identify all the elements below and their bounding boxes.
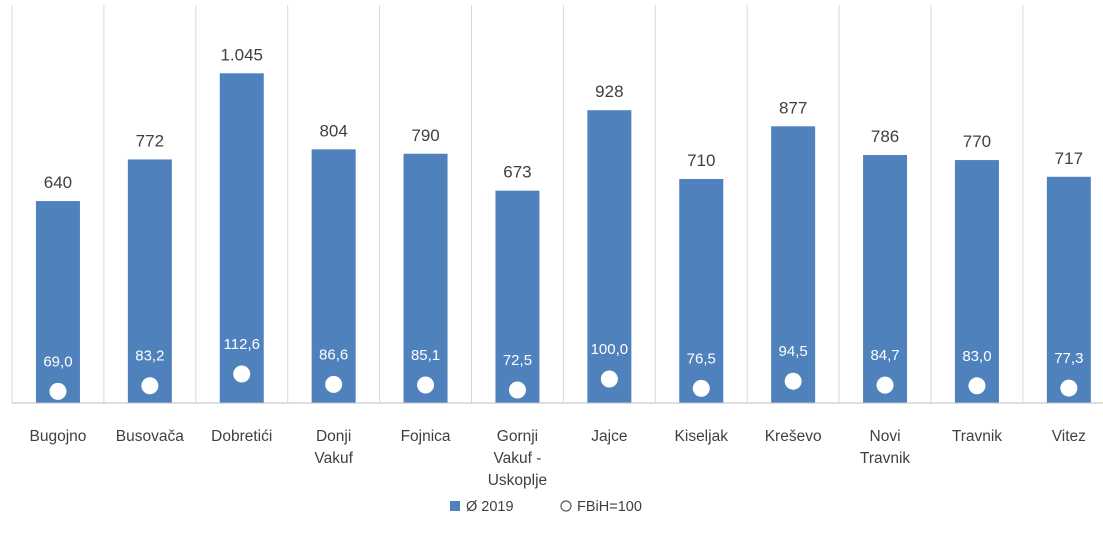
legend-swatch-marker xyxy=(560,500,572,512)
category-label: Fojnica xyxy=(401,428,451,445)
bar-value-label: 804 xyxy=(319,121,347,140)
index-marker xyxy=(1060,379,1078,397)
category-label: Jajce xyxy=(591,428,627,445)
index-marker xyxy=(325,375,343,393)
bar xyxy=(587,110,632,403)
bar-value-label: 786 xyxy=(871,127,899,146)
category-labels: Bugojno Busovača Dobretići Donji Vakuf Fojnic… xyxy=(30,428,1086,489)
bar-value-label: 673 xyxy=(503,163,531,182)
index-marker xyxy=(692,379,710,397)
index-value-label: 83,0 xyxy=(962,348,991,365)
index-value-label: 76,5 xyxy=(687,350,716,367)
index-value-label: 94,5 xyxy=(779,343,808,360)
bar-value-label: 770 xyxy=(963,132,991,151)
category-label: Donji Vakuf xyxy=(314,428,353,467)
index-value-label: 85,1 xyxy=(411,347,440,364)
bar-value-label: 710 xyxy=(687,151,715,170)
bar xyxy=(219,73,264,404)
index-value-label: 83,2 xyxy=(135,348,164,365)
bar-value-label: 717 xyxy=(1055,149,1083,168)
grid-lines xyxy=(11,5,1024,403)
category-label: Kreševo xyxy=(765,428,822,445)
index-marker xyxy=(968,377,986,395)
bar-value-label: 640 xyxy=(44,173,72,192)
bar xyxy=(863,155,908,403)
bars xyxy=(35,73,1091,404)
category-label: Bugojno xyxy=(30,428,87,445)
index-value-label: 100,0 xyxy=(591,341,629,358)
category-label: Travnik xyxy=(952,428,1002,445)
index-value-label: 84,7 xyxy=(870,347,899,364)
bar xyxy=(1046,176,1091,403)
bar-value-label: 790 xyxy=(411,126,439,145)
index-marker xyxy=(508,381,526,399)
bar xyxy=(495,190,540,403)
category-label: Vitez xyxy=(1052,428,1086,445)
index-value-label: 86,6 xyxy=(319,346,348,363)
bar xyxy=(679,178,724,403)
legend-label-marker: FBiH=100 xyxy=(577,499,642,515)
category-label: Kiseljak xyxy=(675,428,729,445)
index-value-label: 77,3 xyxy=(1054,350,1083,367)
index-marker xyxy=(233,365,251,383)
bar xyxy=(771,126,816,403)
legend: Ø 2019 FBiH=100 xyxy=(450,499,642,515)
index-value-label: 112,6 xyxy=(224,336,260,353)
bar xyxy=(311,149,356,403)
index-marker xyxy=(141,377,159,395)
index-marker xyxy=(49,382,67,400)
bar xyxy=(954,160,999,403)
index-marker xyxy=(417,376,435,394)
bar-value-label: 1.045 xyxy=(220,45,263,64)
legend-label-bar: Ø 2019 xyxy=(466,499,514,515)
index-marker xyxy=(784,372,802,390)
category-label: Novi Travnik xyxy=(860,428,910,467)
bar-value-label: 772 xyxy=(136,131,164,150)
index-value-label: 72,5 xyxy=(503,352,532,369)
data-labels: 640 69,0 772 83,2 1.045 112,6 804 86,6 790 85,1 67… xyxy=(43,45,1083,370)
index-marker xyxy=(876,376,894,394)
index-marker xyxy=(600,370,618,388)
legend-swatch-bar xyxy=(450,501,460,511)
index-value-label: 69,0 xyxy=(43,353,72,370)
bar xyxy=(127,159,172,403)
bar xyxy=(403,153,448,403)
category-label: Dobretići xyxy=(211,428,272,445)
index-markers xyxy=(49,365,1078,400)
bar-value-label: 877 xyxy=(779,98,807,117)
category-label: Busovača xyxy=(116,428,184,445)
category-label: Gornji Vakuf -Uskoplje xyxy=(488,428,547,489)
bar xyxy=(35,201,80,403)
bar-value-label: 928 xyxy=(595,82,623,101)
